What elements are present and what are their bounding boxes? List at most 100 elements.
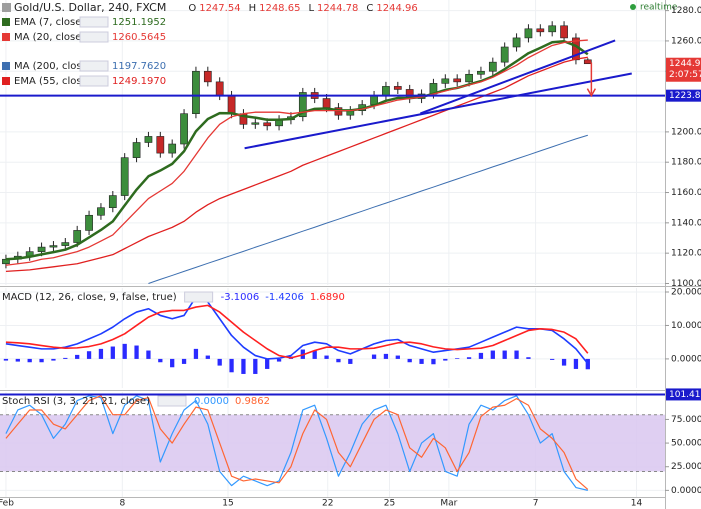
histogram-bar xyxy=(122,343,127,359)
legend-value: 1.6890 xyxy=(310,292,345,303)
histogram-bar xyxy=(181,358,187,364)
price-label-box xyxy=(666,388,701,401)
histogram-bar xyxy=(478,352,484,359)
candle-body xyxy=(322,98,331,108)
histogram-bar xyxy=(229,358,234,373)
candle-body xyxy=(263,122,272,127)
x-tick-label: 7 xyxy=(533,499,539,509)
histogram-bar xyxy=(98,348,104,359)
legend-swatch xyxy=(2,33,10,41)
histogram-bar xyxy=(276,358,282,362)
histogram-bar xyxy=(466,357,472,359)
y-tick-label: 1180.00 xyxy=(671,158,701,168)
series-line xyxy=(5,304,589,359)
histogram-bar xyxy=(443,358,448,361)
panel-title: MACD (12, 26, close, 9, false, true) xyxy=(2,292,177,303)
candle-body xyxy=(251,122,260,125)
series-line xyxy=(5,296,589,365)
histogram-bar xyxy=(502,350,507,359)
candle-body xyxy=(382,86,390,96)
y-tick-label: 50.0000 xyxy=(671,439,701,449)
candle-body xyxy=(536,28,545,33)
histogram-bar xyxy=(573,358,579,369)
histogram-bar xyxy=(407,358,412,363)
price-label: 1223.89 xyxy=(669,91,701,101)
histogram-bar xyxy=(431,358,436,365)
ohlc-key: C xyxy=(366,3,373,14)
candle-body xyxy=(477,70,485,75)
candle-body xyxy=(2,258,10,265)
candle-body xyxy=(548,25,557,33)
y-tick-label: 1100.00 xyxy=(671,279,701,289)
legend-value: 1251.1952 xyxy=(112,17,166,28)
current-price: 1244.96 xyxy=(669,59,701,69)
histogram-bar xyxy=(324,355,329,359)
band xyxy=(0,414,665,472)
trend-line xyxy=(420,39,616,115)
y-tick-label: 25.0000 xyxy=(671,462,701,472)
y-tick-label: 0.0000 xyxy=(671,486,701,496)
series-line xyxy=(5,39,588,266)
legend-icons xyxy=(79,16,109,28)
candle-body xyxy=(524,28,533,39)
candle-body xyxy=(144,136,153,143)
candle-body xyxy=(37,246,46,252)
panel xyxy=(0,0,665,285)
legend-icons xyxy=(79,31,109,43)
legend-value: 1260.5645 xyxy=(112,32,166,43)
current-price-box xyxy=(666,57,701,82)
histogram-bar xyxy=(419,358,424,364)
candle-body xyxy=(180,113,188,145)
legend-icons xyxy=(184,291,214,303)
y-tick-label: 1260.00 xyxy=(671,36,701,46)
y-tick-label: 1120.00 xyxy=(671,249,701,259)
legend-label: MA (200, close) xyxy=(14,61,92,72)
candle-body xyxy=(453,78,462,83)
y-tick-label: 1140.00 xyxy=(671,218,701,228)
histogram-bar xyxy=(514,350,519,359)
panel xyxy=(0,392,665,497)
histogram-bar xyxy=(3,358,9,361)
candle-body xyxy=(108,195,117,208)
histogram-bar xyxy=(86,351,92,359)
histogram-bar xyxy=(383,353,389,359)
candle-body xyxy=(49,245,58,248)
legend-label: EMA (55, close) xyxy=(14,76,92,87)
x-tick-label: 14 xyxy=(631,499,643,509)
y-tick-label: 10.0000 xyxy=(671,321,701,331)
histogram-bar xyxy=(110,346,115,359)
y-tick-label: 75.0000 xyxy=(671,415,701,425)
legend-icons xyxy=(79,60,109,72)
ohlc-key: H xyxy=(249,3,257,14)
histogram-bar xyxy=(193,348,199,359)
ohlc-key: L xyxy=(308,3,314,14)
legend-label: MA (20, close) xyxy=(14,32,85,43)
histogram-bar xyxy=(15,358,20,362)
candle-body xyxy=(192,70,200,114)
candle-body xyxy=(488,61,497,72)
y-tick-label: 20.0000 xyxy=(671,288,701,298)
histogram-bar xyxy=(455,358,460,359)
candle-body xyxy=(61,242,70,246)
candle-body xyxy=(132,142,141,158)
price-label: 101.416 xyxy=(669,390,701,400)
x-tick-label: Feb xyxy=(0,499,14,509)
candle-body xyxy=(298,92,307,118)
series-line xyxy=(148,134,588,284)
histogram-bar xyxy=(170,358,175,368)
histogram-bar xyxy=(217,358,222,366)
candle-body xyxy=(168,143,177,154)
histogram-bar xyxy=(27,358,32,363)
candle-body xyxy=(97,207,105,216)
histogram-bar xyxy=(146,350,151,359)
histogram-bar xyxy=(585,358,590,370)
histogram-bar xyxy=(205,355,210,359)
candle-body xyxy=(227,95,236,114)
arrow-head xyxy=(586,88,597,98)
histogram-bar xyxy=(371,354,377,359)
candle-body xyxy=(500,46,509,63)
legend-icons xyxy=(157,395,187,407)
price-label-box xyxy=(666,89,701,102)
x-tick-label: 8 xyxy=(119,499,125,509)
